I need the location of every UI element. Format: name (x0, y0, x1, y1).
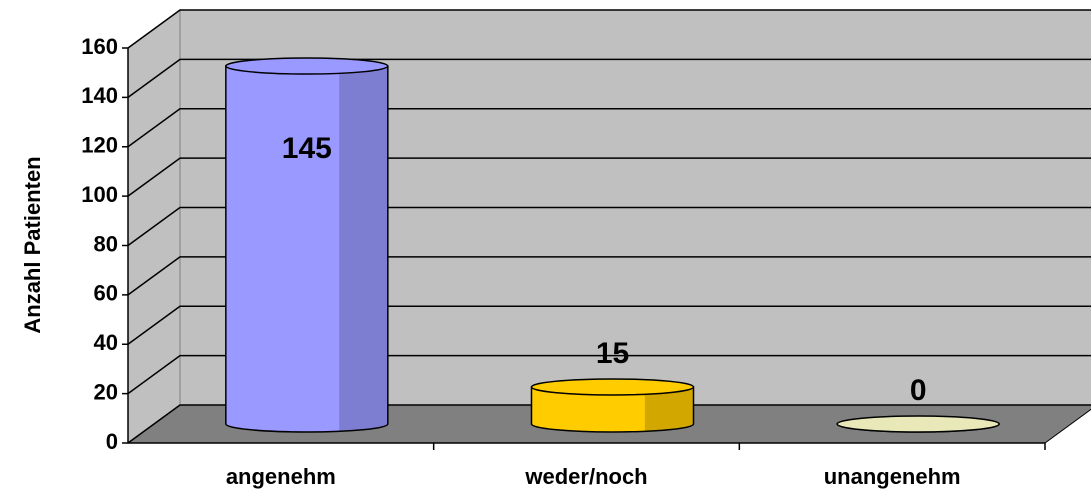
cylinder-body (225, 65, 389, 433)
data-label: 145 (282, 132, 332, 165)
y-tick-label: 100 (81, 182, 118, 207)
y-axis-label: Anzahl Patienten (20, 156, 45, 333)
x-tick-label: weder/noch (524, 464, 647, 489)
y-tick-label: 60 (94, 281, 118, 306)
y-tick-label: 120 (81, 133, 118, 158)
grid-line (127, 58, 1091, 98)
grid-line (127, 305, 1091, 345)
data-label: 0 (910, 374, 927, 407)
y-tick-label: 80 (94, 231, 118, 256)
cylinder (225, 57, 389, 433)
cylinder-body (530, 386, 695, 433)
grid-line (127, 9, 1091, 49)
y-tick-label: 20 (94, 379, 118, 404)
cylinder (836, 415, 1000, 433)
y-tick-label: 160 (81, 34, 118, 59)
grid-line (127, 404, 1091, 444)
grid-line (127, 157, 1091, 197)
grid-line (127, 256, 1091, 296)
x-tick-label: unangenehm (824, 464, 961, 489)
cylinder-top (530, 378, 695, 396)
y-tick-label: 40 (94, 330, 118, 355)
y-tick-label: 0 (106, 429, 118, 454)
grid-line (127, 354, 1091, 395)
y-tick-label: 140 (81, 83, 118, 108)
grid-line (127, 108, 1091, 148)
cylinder-shade (339, 66, 388, 432)
cylinder-top (225, 57, 389, 75)
data-label: 15 (596, 337, 629, 370)
cylinder-shade (644, 386, 694, 432)
grid-line (127, 206, 1091, 247)
x-tick-label: angenehm (226, 464, 336, 489)
cylinder-top (836, 415, 1000, 433)
cylinder (530, 378, 695, 433)
